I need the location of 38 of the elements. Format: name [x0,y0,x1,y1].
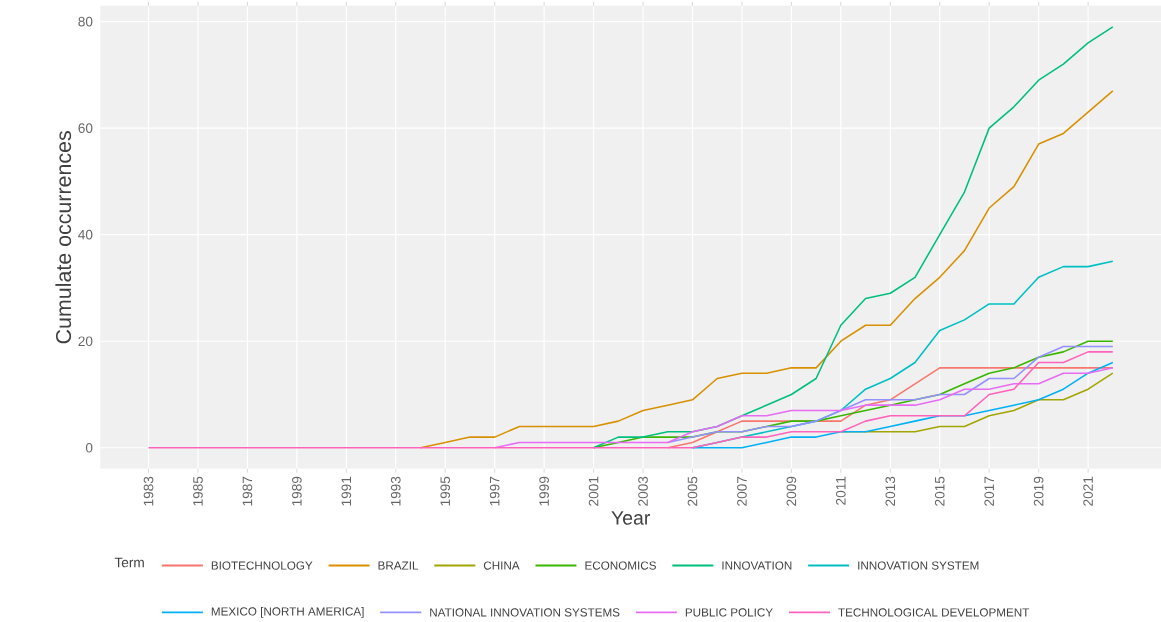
y-tick-label: 0 [85,442,93,453]
x-tick-label: 1991 [341,476,352,506]
x-tick-label: 2021 [1083,476,1093,506]
legend-label: CHINA [483,561,520,570]
x-tick-label: 2019 [1033,476,1044,506]
legend-label: ECONOMICS [585,561,656,570]
legend-label: NATIONAL INNOVATION SYSTEMS [430,608,620,617]
y-tick-label: 80 [78,16,93,27]
x-tick-label: 2017 [984,476,995,506]
legend-label: BRAZIL [378,561,419,570]
legend-label: INNOVATION [722,561,792,570]
legend-label: BIOTECHNOLOGY [211,561,313,570]
x-tick-label: 2011 [836,476,846,505]
x-tick-label: 2005 [687,476,698,506]
y-axis-title: Cumulate occurrences [55,130,72,344]
x-tick-label: 2003 [638,476,648,506]
x-tick-label: 1987 [242,476,253,506]
y-tick-label: 60 [78,123,93,133]
legend-label: PUBLIC POLICY [685,608,773,617]
x-tick-label: 2009 [786,476,797,506]
x-tick-label: 1993 [390,476,401,506]
x-axis-title: Year [611,511,650,525]
y-tick-label: 40 [78,229,93,240]
x-tick-label: 1985 [193,476,203,506]
x-tick-label: 1989 [292,476,302,506]
x-tick-label: 1999 [539,476,549,506]
x-tick-label: 2013 [885,476,896,506]
x-tick-label: 1997 [489,476,500,506]
x-tick-label: 2001 [588,476,599,506]
x-tick-label: 2007 [737,476,747,506]
legend-label: INNOVATION SYSTEM [858,561,979,570]
legend-label: TECHNOLOGICAL DEVELOPMENT [838,608,1030,617]
y-tick-label: 20 [78,336,93,346]
legend-title: Term [114,557,144,568]
x-tick-label: 1995 [440,476,451,506]
legend-label: MEXICO [NORTH AMERICA] [211,606,364,618]
x-tick-label: 1983 [143,476,154,506]
x-tick-label: 2015 [934,476,945,506]
